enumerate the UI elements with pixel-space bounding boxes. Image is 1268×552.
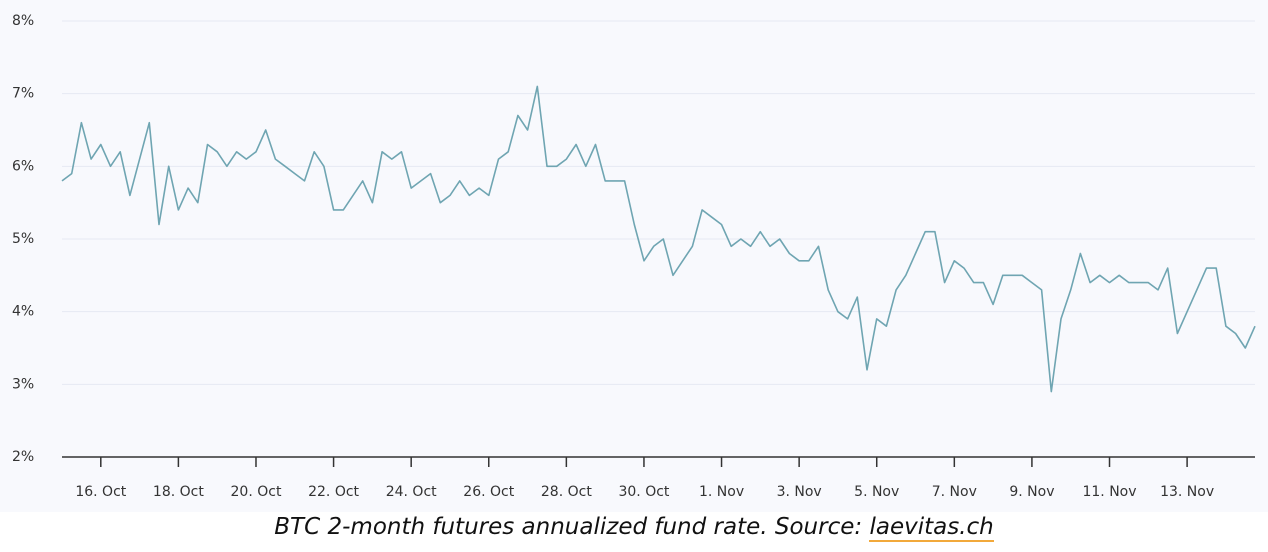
y-tick-label: 5% bbox=[12, 231, 34, 247]
x-tick-label: 5. Nov bbox=[854, 484, 899, 500]
x-tick-label: 30. Oct bbox=[618, 484, 669, 500]
y-tick-label: 3% bbox=[12, 376, 34, 392]
y-tick-label: 6% bbox=[12, 158, 34, 174]
x-tick-label: 9. Nov bbox=[1009, 484, 1054, 500]
x-tick-label: 16. Oct bbox=[75, 484, 126, 500]
y-tick-label: 7% bbox=[12, 86, 34, 102]
x-tick-label: 7. Nov bbox=[932, 484, 977, 500]
y-tick-label: 8% bbox=[12, 13, 34, 29]
y-tick-label: 4% bbox=[12, 304, 34, 320]
x-tick-label: 13. Nov bbox=[1160, 484, 1214, 500]
source-link[interactable]: laevitas.ch bbox=[869, 514, 994, 542]
caption: BTC 2-month futures annualized fund rate… bbox=[0, 514, 1268, 542]
x-tick-label: 1. Nov bbox=[699, 484, 744, 500]
plot-background bbox=[0, 0, 1268, 512]
y-tick-label: 2% bbox=[12, 449, 34, 465]
x-tick-label: 22. Oct bbox=[308, 484, 359, 500]
x-tick-label: 20. Oct bbox=[231, 484, 282, 500]
caption-text: BTC 2-month futures annualized fund rate… bbox=[274, 514, 870, 540]
chart: 2% 3% 4% 5% 6% 7% 8% 16. Oct 18. Oct 20. Oct 22. O… bbox=[0, 0, 1268, 512]
x-tick-label: 24. Oct bbox=[386, 484, 437, 500]
x-tick-label: 28. Oct bbox=[541, 484, 592, 500]
x-tick-label: 18. Oct bbox=[153, 484, 204, 500]
series-line bbox=[61, 85, 1256, 393]
x-tick-label: 11. Nov bbox=[1082, 484, 1136, 500]
x-tick-label: 3. Nov bbox=[777, 484, 822, 500]
x-tick-label: 26. Oct bbox=[463, 484, 514, 500]
